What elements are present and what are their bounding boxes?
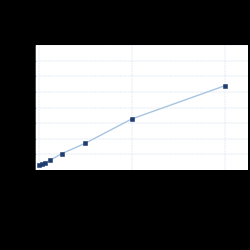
Y-axis label: OD: OD — [14, 102, 19, 113]
X-axis label: Human Dipeptidyl Peptidase 9 (DPP9)
Concentration (ng/ml): Human Dipeptidyl Peptidase 9 (DPP9) Conc… — [82, 181, 200, 192]
